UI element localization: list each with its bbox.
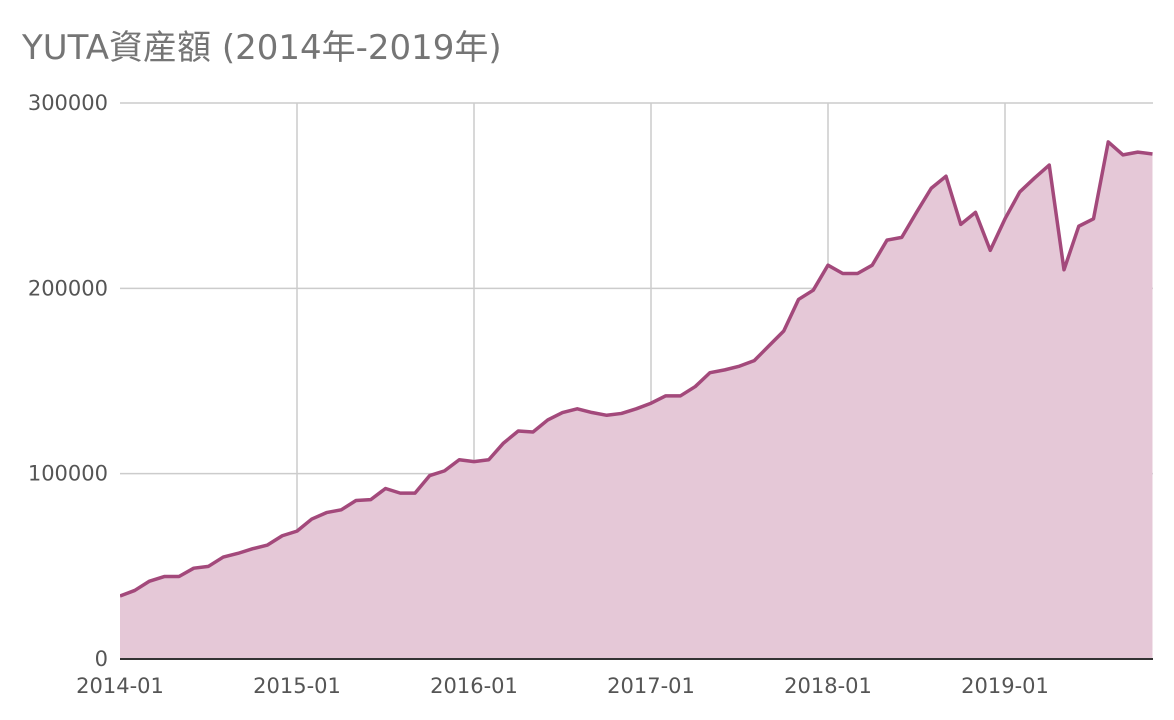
x-tick-label: 2015-01 <box>253 674 341 698</box>
data-point <box>900 235 904 239</box>
data-point <box>752 359 756 363</box>
data-point <box>915 210 919 214</box>
data-point <box>1151 152 1155 156</box>
data-point <box>1106 140 1110 144</box>
y-tick-label: 100000 <box>28 462 108 486</box>
data-point <box>428 474 432 478</box>
data-point <box>797 297 801 301</box>
data-point <box>546 418 550 422</box>
data-point <box>133 588 137 592</box>
series-area <box>120 141 1153 660</box>
data-point <box>280 534 284 538</box>
data-point <box>649 401 653 405</box>
data-point <box>959 222 963 226</box>
data-point <box>148 579 152 583</box>
y-tick-label: 200000 <box>28 276 108 300</box>
data-point <box>487 458 491 462</box>
chart-title: YUTA資産額 (2014年-2019年) <box>22 28 502 68</box>
data-point <box>679 394 683 398</box>
data-point <box>738 364 742 368</box>
data-point <box>561 411 565 415</box>
data-point <box>575 407 579 411</box>
x-tick-label: 2017-01 <box>607 674 695 698</box>
data-point <box>339 508 343 512</box>
data-point <box>841 272 845 276</box>
data-point <box>354 499 358 503</box>
x-tick-label: 2016-01 <box>430 674 518 698</box>
data-point <box>1033 176 1037 180</box>
data-point <box>251 547 255 551</box>
data-point <box>1077 224 1081 228</box>
data-point <box>664 394 668 398</box>
data-point <box>162 575 166 579</box>
data-point <box>723 368 727 372</box>
data-point <box>457 458 461 462</box>
data-point <box>118 594 122 598</box>
data-point <box>708 371 712 375</box>
data-point <box>1121 153 1125 157</box>
series-line <box>120 140 1153 598</box>
data-point <box>310 517 314 521</box>
data-point <box>856 272 860 276</box>
data-point <box>811 288 815 292</box>
data-point <box>443 469 447 473</box>
data-point <box>472 460 476 464</box>
data-point <box>221 555 225 559</box>
x-tick-label: 2018-01 <box>784 674 872 698</box>
data-point <box>1062 268 1066 272</box>
data-point <box>767 344 771 348</box>
data-point <box>207 564 211 568</box>
data-point <box>620 411 624 415</box>
data-point <box>1018 190 1022 194</box>
data-point <box>782 329 786 333</box>
data-point <box>192 566 196 570</box>
y-tick-label: 300000 <box>28 91 108 115</box>
data-point <box>885 238 889 242</box>
x-tick-label: 2019-01 <box>961 674 1049 698</box>
data-point <box>413 491 417 495</box>
data-point <box>236 551 240 555</box>
data-point <box>266 543 270 547</box>
data-point <box>398 491 402 495</box>
data-point <box>590 411 594 415</box>
data-point <box>516 429 520 433</box>
x-tick-label: 2014-01 <box>76 674 164 698</box>
data-point <box>177 575 181 579</box>
data-point <box>974 210 978 214</box>
data-point <box>693 385 697 389</box>
data-point <box>325 511 329 515</box>
y-tick-label: 0 <box>95 647 108 671</box>
data-point <box>944 174 948 178</box>
data-point <box>605 413 609 417</box>
data-point <box>929 186 933 190</box>
data-point <box>988 248 992 252</box>
data-point <box>502 441 506 445</box>
data-point <box>531 430 535 434</box>
data-point <box>826 263 830 267</box>
data-point <box>369 498 373 502</box>
data-point <box>1003 217 1007 221</box>
data-point <box>1092 217 1096 221</box>
data-point <box>1136 150 1140 154</box>
data-point <box>384 486 388 490</box>
data-point <box>870 263 874 267</box>
data-point <box>634 407 638 411</box>
data-point <box>295 529 299 533</box>
data-point <box>1047 163 1051 167</box>
